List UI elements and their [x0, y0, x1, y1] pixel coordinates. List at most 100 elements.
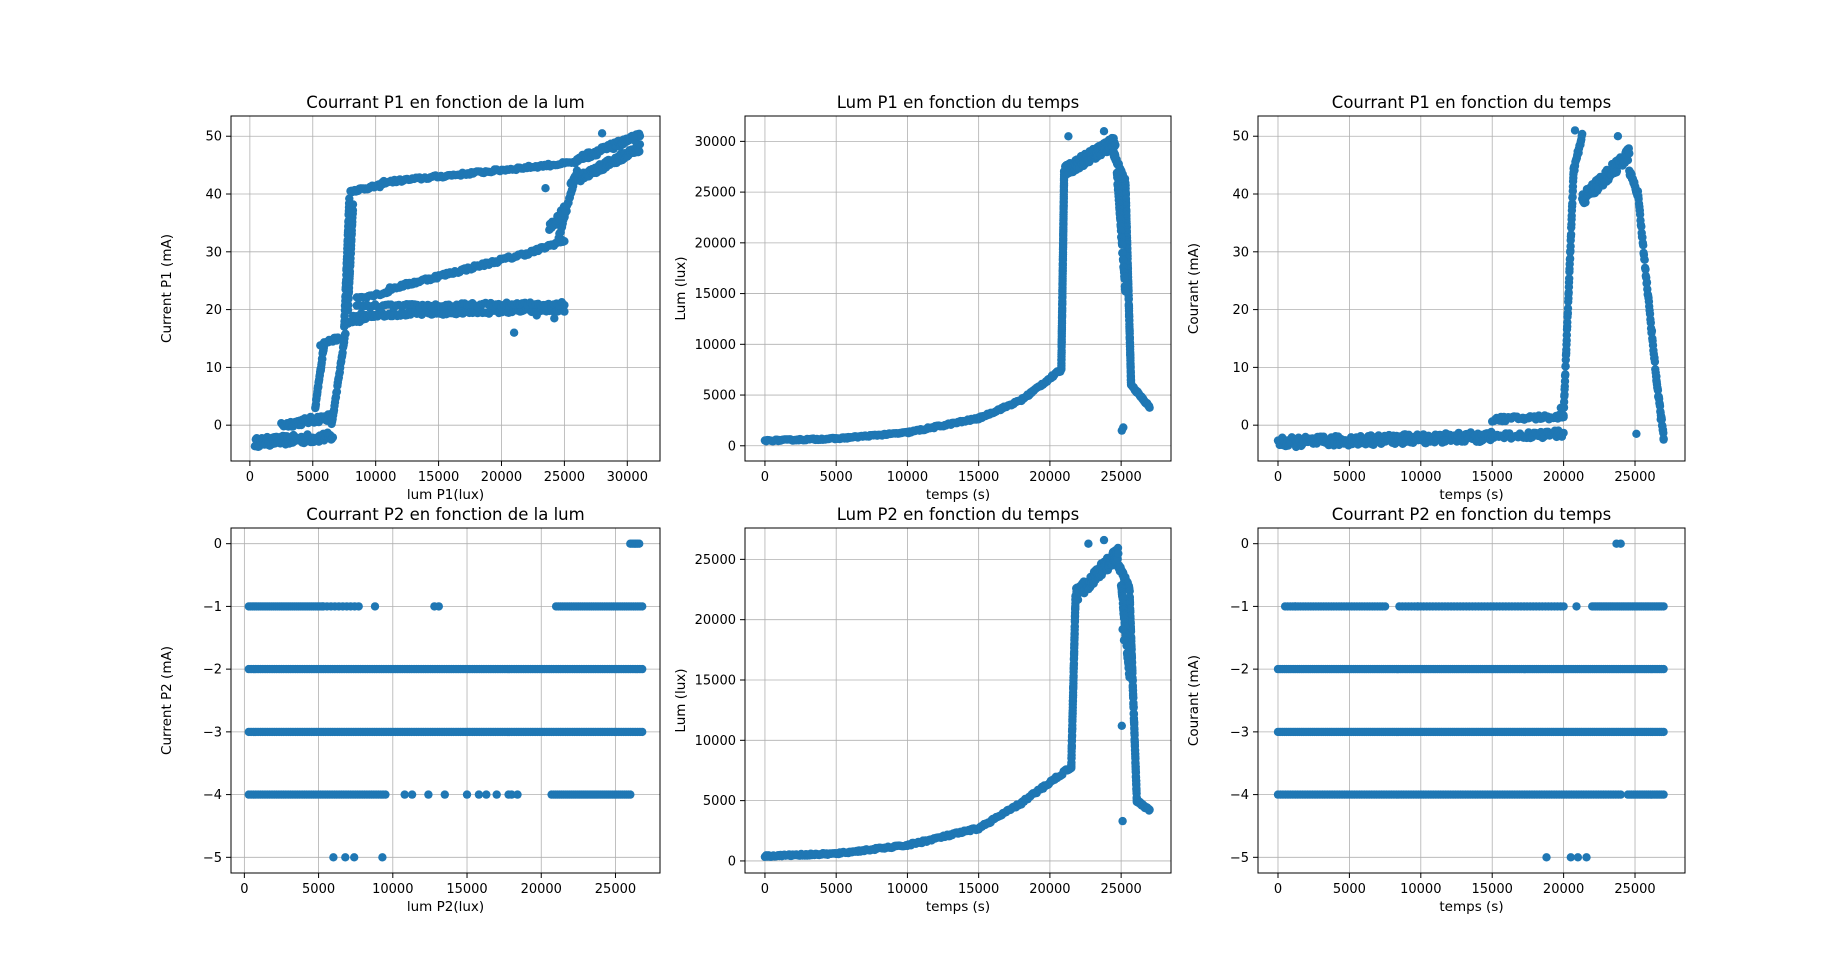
scatter-point — [1145, 805, 1154, 814]
scatter-point — [1566, 853, 1576, 862]
y-tick-label: 30 — [205, 245, 222, 260]
x-axis-label: temps (s) — [1439, 899, 1503, 915]
y-axis-label: Current P2 (mA) — [159, 646, 175, 755]
y-tick-label: 15000 — [695, 673, 736, 688]
chart-title: Courrant P1 en fonction du temps — [1332, 93, 1611, 112]
scatter-point — [1380, 602, 1390, 611]
scatter-point — [1639, 241, 1648, 250]
y-tick-label: 20000 — [695, 236, 736, 251]
scatter-point — [638, 664, 647, 674]
scatter-point — [1616, 790, 1625, 799]
scatter-point — [629, 132, 638, 141]
x-tick-label: 30000 — [607, 470, 648, 485]
scatter-point — [1641, 265, 1650, 274]
scatter-point — [424, 790, 433, 799]
scatter-point — [1656, 415, 1665, 424]
scatter-point — [1561, 362, 1570, 371]
x-tick-label: 5000 — [1333, 882, 1366, 897]
x-tick-label: 5000 — [302, 882, 335, 897]
scatter-point — [1572, 602, 1581, 611]
y-axis-label: Courant (mA) — [1186, 243, 1202, 334]
scatter-point — [350, 853, 359, 862]
scatter-point — [1559, 428, 1568, 438]
x-axis-label: temps (s) — [926, 487, 990, 503]
x-tick-label: 0 — [1274, 882, 1282, 897]
y-tick-label: −4 — [203, 788, 222, 803]
scatter-point — [354, 602, 363, 611]
y-tick-label: −2 — [203, 663, 222, 678]
y-tick-label: 0 — [1241, 419, 1249, 434]
x-tick-label: 0 — [1274, 470, 1282, 485]
y-tick-label: −3 — [1230, 725, 1249, 740]
scatter-point — [1582, 853, 1591, 862]
x-tick-label: 20000 — [521, 882, 562, 897]
scatter-point — [1120, 274, 1129, 283]
scatter-point — [370, 602, 380, 611]
y-tick-label: 25000 — [695, 553, 736, 568]
scatter-point — [1084, 539, 1093, 548]
scatter-point — [348, 206, 358, 215]
scatter-point — [1565, 274, 1574, 283]
y-tick-label: 20 — [1232, 303, 1249, 318]
scatter-point — [1556, 403, 1566, 412]
x-tick-label: 10000 — [887, 470, 928, 485]
scatter-point — [532, 311, 541, 320]
scatter-point — [1632, 429, 1641, 438]
x-tick-label: 0 — [240, 882, 248, 897]
scatter-point — [635, 539, 644, 548]
scatter-point — [597, 129, 607, 138]
scatter-point — [341, 329, 350, 338]
x-axis-label: lum P1(lux) — [407, 487, 484, 503]
x-tick-label: 25000 — [595, 882, 636, 897]
scatter-point — [1117, 240, 1127, 249]
scatter-point — [562, 201, 572, 210]
scatter-point — [1121, 287, 1130, 296]
x-tick-label: 25000 — [1100, 882, 1141, 897]
x-tick-label: 5000 — [296, 470, 329, 485]
subplot-ax2: 0 5000 10000 15000 20000 25000 0 5000 10000 15000… — [673, 93, 1172, 503]
scatter-point — [1290, 602, 1300, 611]
scatter-point — [550, 314, 559, 323]
subplot-ax6: 0 5000 10000 15000 20000 25000 0 −1 −2 −3 −4 −5 Cour… — [1186, 505, 1686, 915]
scatter-series — [1273, 126, 1668, 452]
scatter-point — [1413, 602, 1423, 611]
chart-title: Lum P2 en fonction du temps — [837, 505, 1079, 524]
scatter-series — [250, 129, 645, 451]
scatter-point — [1637, 222, 1646, 231]
y-tick-label: 10000 — [695, 338, 736, 353]
scatter-point — [509, 328, 519, 337]
y-tick-label: 5000 — [703, 794, 736, 809]
scatter-point — [635, 147, 644, 156]
y-tick-label: 0 — [1241, 537, 1249, 552]
scatter-point — [482, 790, 491, 799]
scatter-point — [341, 853, 350, 862]
scatter-point — [1650, 357, 1660, 366]
y-tick-label: 30 — [1232, 245, 1249, 260]
scatter-point — [1616, 539, 1625, 548]
scatter-point — [1635, 210, 1645, 219]
x-tick-label: 25000 — [1614, 470, 1655, 485]
scatter-point — [1653, 386, 1663, 395]
scatter-point — [1118, 816, 1127, 826]
chart-title: Courrant P1 en fonction de la lum — [306, 93, 584, 112]
x-tick-label: 5000 — [820, 882, 853, 897]
y-tick-label: 15000 — [695, 287, 736, 302]
x-tick-label: 0 — [246, 470, 254, 485]
y-tick-label: −1 — [1230, 600, 1249, 615]
x-tick-label: 0 — [761, 470, 769, 485]
x-tick-label: 10000 — [887, 882, 928, 897]
y-tick-label: 30000 — [695, 135, 736, 150]
x-tick-label: 25000 — [544, 470, 585, 485]
axes-frame — [744, 115, 1172, 462]
scatter-point — [1613, 132, 1623, 141]
scatter-point — [400, 790, 409, 799]
x-tick-label: 20000 — [481, 470, 522, 485]
scatter-point — [344, 300, 353, 310]
scatter-point — [332, 387, 342, 396]
x-tick-label: 20000 — [1543, 470, 1584, 485]
x-tick-label: 15000 — [446, 882, 487, 897]
chart-title: Courrant P2 en fonction du temps — [1332, 505, 1611, 524]
scatter-point — [1659, 790, 1668, 799]
